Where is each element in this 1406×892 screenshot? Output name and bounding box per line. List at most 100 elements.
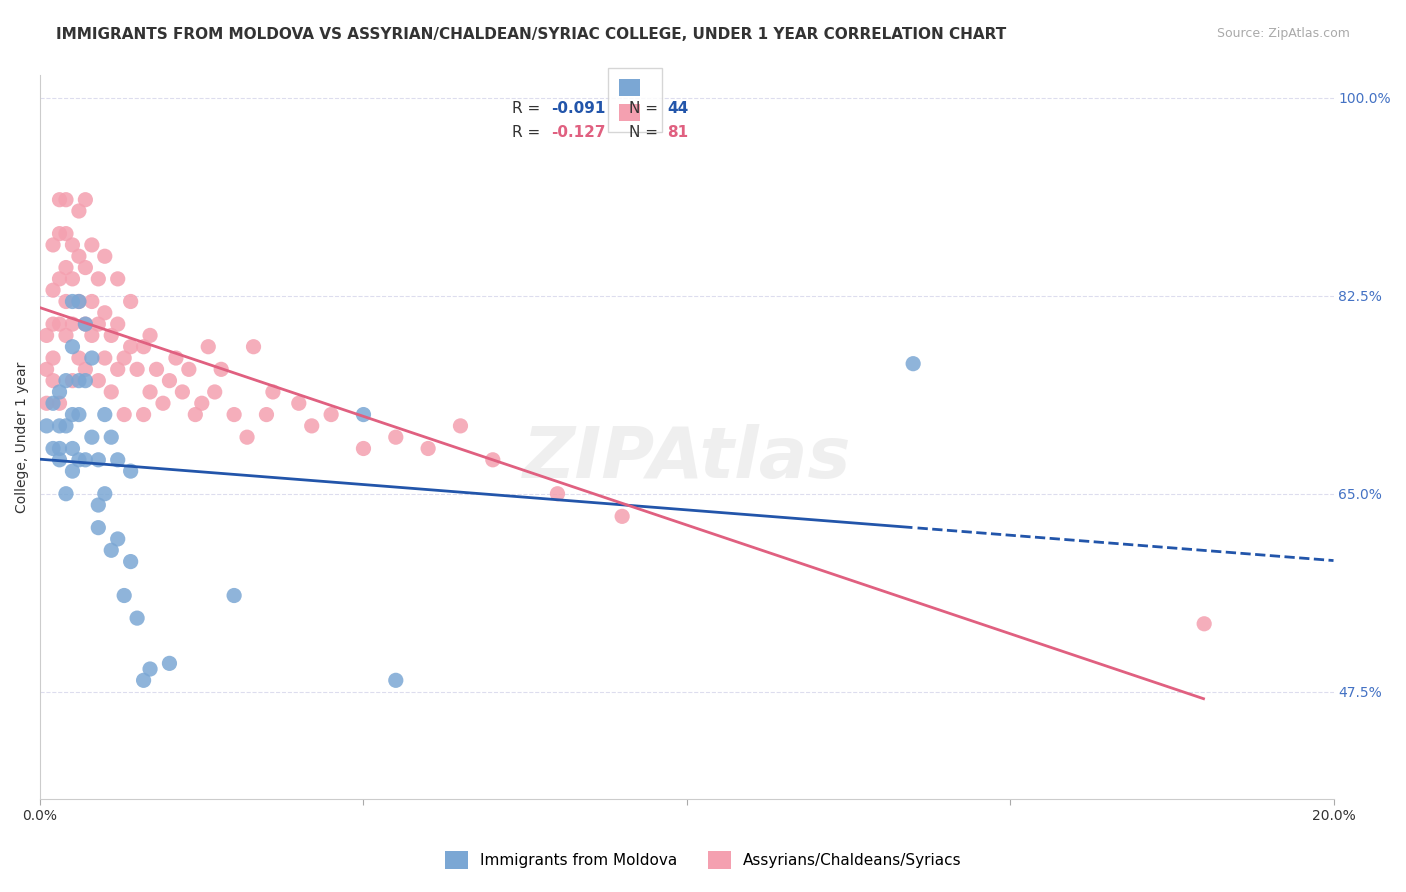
Point — [242, 340, 264, 354]
Point — [67, 294, 90, 309]
Point — [139, 662, 162, 676]
Point — [55, 227, 77, 241]
Point — [67, 408, 90, 422]
Point — [321, 408, 343, 422]
Point — [120, 294, 142, 309]
Point — [48, 396, 70, 410]
Text: -0.091: -0.091 — [551, 101, 606, 116]
Point — [100, 384, 122, 399]
Point — [204, 384, 226, 399]
Point — [224, 589, 246, 603]
Point — [107, 532, 129, 546]
Point — [120, 340, 142, 354]
Point — [48, 384, 70, 399]
Point — [112, 408, 135, 422]
Point — [48, 317, 70, 331]
Point — [172, 384, 194, 399]
Point — [87, 498, 110, 512]
Point — [177, 362, 200, 376]
Point — [80, 351, 103, 365]
Point — [127, 362, 149, 376]
Point — [55, 374, 77, 388]
Point — [94, 408, 117, 422]
Point — [55, 294, 77, 309]
Point — [94, 487, 117, 501]
Point — [75, 193, 97, 207]
Text: IMMIGRANTS FROM MOLDOVA VS ASSYRIAN/CHALDEAN/SYRIAC COLLEGE, UNDER 1 YEAR CORREL: IMMIGRANTS FROM MOLDOVA VS ASSYRIAN/CHAL… — [56, 27, 1007, 42]
Text: 81: 81 — [668, 125, 689, 139]
Legend: Immigrants from Moldova, Assyrians/Chaldeans/Syriacs: Immigrants from Moldova, Assyrians/Chald… — [439, 845, 967, 875]
Point — [67, 294, 90, 309]
Point — [48, 418, 70, 433]
Text: R =: R = — [512, 101, 546, 116]
Point — [353, 408, 375, 422]
Point — [80, 430, 103, 444]
Point — [48, 272, 70, 286]
Point — [152, 396, 174, 410]
Point — [67, 452, 90, 467]
Point — [450, 418, 472, 433]
Point — [48, 193, 70, 207]
Point — [418, 442, 440, 456]
Point — [62, 317, 84, 331]
Point — [94, 351, 117, 365]
Point — [301, 418, 323, 433]
Point — [262, 384, 284, 399]
Point — [80, 294, 103, 309]
Point — [55, 328, 77, 343]
Text: ZIPAtlas: ZIPAtlas — [523, 425, 851, 493]
Point — [62, 238, 84, 252]
Point — [107, 362, 129, 376]
Point — [75, 317, 97, 331]
Point — [288, 396, 311, 410]
Point — [120, 464, 142, 478]
Point — [100, 328, 122, 343]
Point — [224, 408, 246, 422]
Legend: , : , — [607, 68, 662, 132]
Point — [48, 452, 70, 467]
Point — [75, 452, 97, 467]
Point — [481, 452, 503, 467]
Point — [1192, 616, 1215, 631]
Point — [256, 408, 278, 422]
Point — [55, 260, 77, 275]
Point — [67, 249, 90, 263]
Point — [107, 452, 129, 467]
Point — [112, 589, 135, 603]
Point — [42, 374, 65, 388]
Point — [87, 452, 110, 467]
Point — [62, 272, 84, 286]
Point — [191, 396, 214, 410]
Point — [42, 283, 65, 297]
Point — [353, 442, 375, 456]
Point — [87, 272, 110, 286]
Text: Source: ZipAtlas.com: Source: ZipAtlas.com — [1216, 27, 1350, 40]
Point — [159, 657, 181, 671]
Point — [55, 418, 77, 433]
Point — [42, 442, 65, 456]
Point — [139, 328, 162, 343]
Point — [145, 362, 167, 376]
Point — [610, 509, 633, 524]
Point — [35, 328, 58, 343]
Point — [132, 673, 155, 688]
Text: R =: R = — [512, 125, 546, 139]
Point — [42, 317, 65, 331]
Text: 44: 44 — [668, 101, 689, 116]
Point — [35, 396, 58, 410]
Point — [48, 442, 70, 456]
Point — [87, 521, 110, 535]
Point — [184, 408, 207, 422]
Point — [385, 673, 408, 688]
Point — [62, 408, 84, 422]
Point — [42, 396, 65, 410]
Point — [139, 384, 162, 399]
Text: N =: N = — [628, 125, 662, 139]
Point — [94, 306, 117, 320]
Text: -0.127: -0.127 — [551, 125, 606, 139]
Point — [197, 340, 219, 354]
Point — [75, 317, 97, 331]
Point — [62, 340, 84, 354]
Point — [55, 487, 77, 501]
Point — [100, 543, 122, 558]
